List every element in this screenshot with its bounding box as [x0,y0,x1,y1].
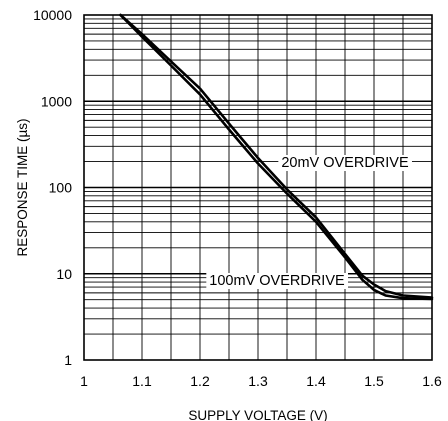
x-tick-label: 1 [80,373,88,389]
x-axis-title: SUPPLY VOLTAGE (V) [188,408,327,421]
annotation-100mv-overdrive: 100mV OVERDRIVE [209,273,345,289]
tick-labels: 1 1.1 1.2 1.3 1.4 1.5 1.6 1 10 100 1000 10000 [33,7,442,389]
y-tick-label: 10 [56,266,72,282]
y-tick-label: 1 [64,352,72,368]
curve-20mv-overdrive [119,13,434,299]
plot-frame [83,14,433,361]
x-tick-label: 1.1 [132,373,152,389]
y-tick-label: 10000 [33,7,72,23]
x-tick-label: 1.2 [190,373,210,389]
grid [84,15,432,360]
y-tick-label: 1000 [41,93,72,109]
annotation-20mv-overdrive: 20mV OVERDRIVE [281,155,409,171]
curves [119,13,434,301]
x-tick-label: 1.4 [306,373,326,389]
x-tick-label: 1.5 [364,373,384,389]
curve-100mv-overdrive [119,13,434,301]
labels: 20mV OVERDRIVE 100mV OVERDRIVE [206,155,412,289]
annotation-100mv-overdrive-background [206,273,349,289]
x-tick-label: 1.3 [248,373,268,389]
y-axis-title: RESPONSE TIME (µs) [15,118,30,256]
annotation-20mv-overdrive-background [278,155,412,171]
x-tick-label: 1.6 [422,373,442,389]
y-tick-label: 100 [49,180,73,196]
